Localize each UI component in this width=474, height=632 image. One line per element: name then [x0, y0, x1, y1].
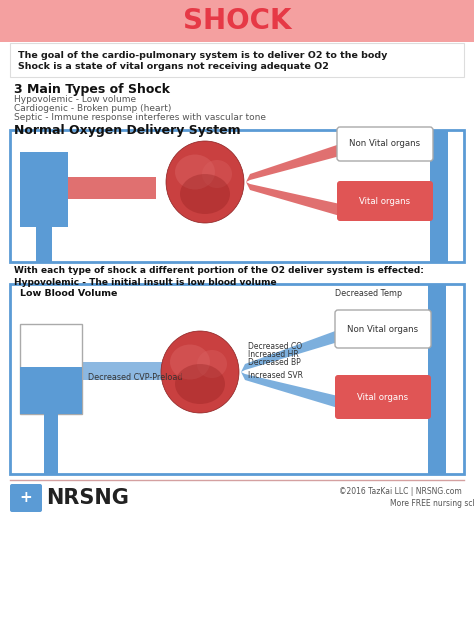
Ellipse shape [202, 160, 232, 188]
Bar [36, 227, 52, 262]
Text: Vital organs: Vital organs [357, 392, 409, 401]
Ellipse shape [166, 141, 244, 223]
Text: Septic - Immune response interferes with vascular tone: Septic - Immune response interferes with… [14, 113, 266, 122]
Polygon shape [246, 144, 340, 182]
FancyBboxPatch shape [335, 375, 431, 419]
Text: Low Blood Volume: Low Blood Volume [20, 289, 118, 298]
Text: Shock is a state of vital organs not receiving adequate O2: Shock is a state of vital organs not rec… [18, 62, 329, 71]
Polygon shape [241, 372, 338, 408]
Text: Cardiogenic - Broken pump (heart): Cardiogenic - Broken pump (heart) [14, 104, 172, 113]
Text: Non Vital organs: Non Vital organs [347, 324, 419, 334]
Polygon shape [246, 182, 340, 216]
Text: Increased SVR: Increased SVR [248, 371, 303, 380]
FancyBboxPatch shape [335, 310, 431, 348]
FancyBboxPatch shape [10, 43, 464, 77]
Bar [82, 362, 164, 380]
Ellipse shape [170, 344, 210, 379]
Bar [68, 177, 156, 199]
Bar [428, 284, 446, 474]
Text: The goal of the cardio-pulmonary system is to deliver O2 to the body: The goal of the cardio-pulmonary system … [18, 51, 387, 60]
Ellipse shape [175, 364, 225, 404]
Text: Hypovolemic - The initial insult is low blood volume: Hypovolemic - The initial insult is low … [14, 278, 277, 287]
FancyBboxPatch shape [337, 181, 433, 221]
Text: Decreased Temp: Decreased Temp [335, 289, 402, 298]
Text: Non Vital organs: Non Vital organs [349, 140, 420, 149]
Ellipse shape [175, 154, 215, 190]
Bar [430, 130, 448, 262]
Text: More FREE nursing school aids at: More FREE nursing school aids at [390, 499, 474, 509]
Bar [20, 324, 82, 414]
Text: With each type of shock a different portion of the O2 deliver system is effected: With each type of shock a different port… [14, 266, 424, 275]
Bar [20, 152, 68, 227]
Text: NRSNG: NRSNG [46, 488, 129, 508]
Ellipse shape [180, 174, 230, 214]
Polygon shape [241, 330, 338, 372]
Text: Normal Oxygen Delivery System: Normal Oxygen Delivery System [14, 124, 241, 137]
Bar [10, 284, 464, 474]
FancyBboxPatch shape [337, 127, 433, 161]
FancyBboxPatch shape [10, 484, 42, 512]
Text: SHOCK: SHOCK [183, 7, 291, 35]
Text: Decreased BP: Decreased BP [248, 358, 301, 367]
Text: Vital organs: Vital organs [359, 197, 410, 205]
Bar [10, 130, 464, 262]
Text: Hypovolemic - Low volume: Hypovolemic - Low volume [14, 95, 136, 104]
Bar [44, 414, 58, 474]
Ellipse shape [161, 331, 239, 413]
Text: Decreased CVP-Preload: Decreased CVP-Preload [88, 374, 182, 382]
Text: Increased HR: Increased HR [248, 350, 299, 359]
Bar [0, 0, 474, 42]
Text: ©2016 TazKai LLC | NRSNG.com: ©2016 TazKai LLC | NRSNG.com [339, 487, 462, 497]
Bar [20, 367, 82, 414]
Text: Decreased CO: Decreased CO [248, 342, 302, 351]
Text: 3 Main Types of Shock: 3 Main Types of Shock [14, 83, 170, 96]
Ellipse shape [197, 350, 227, 378]
Text: +: + [19, 490, 32, 506]
